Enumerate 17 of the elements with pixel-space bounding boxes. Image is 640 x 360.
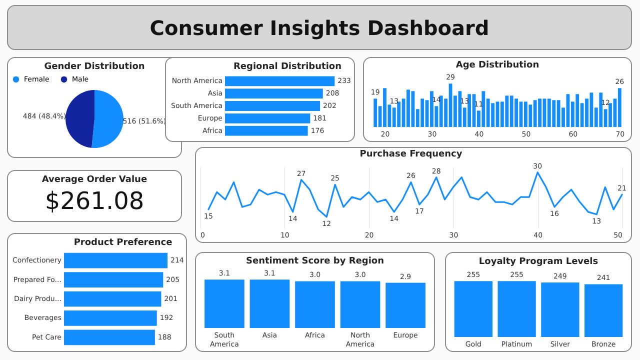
chart-title: Gender Distribution — [44, 62, 145, 72]
text: Average Order Value — [40, 175, 148, 185]
pie-slice — [92, 90, 124, 148]
chart-title: Purchase Frequency — [360, 149, 462, 160]
bar — [225, 113, 310, 124]
bar — [225, 101, 320, 111]
pie-slice — [66, 90, 94, 148]
chart-title: Sentiment Score by Region — [246, 256, 384, 267]
bar — [225, 126, 308, 136]
text: Consumer Insights Dashboard — [150, 16, 490, 40]
chart-title: Regional Distribution — [233, 62, 342, 72]
chart-title: Loyalty Program Levels — [478, 257, 598, 267]
chart-title: Age Distribution — [456, 60, 540, 71]
bar — [225, 76, 335, 86]
text: $261.08 — [44, 187, 146, 215]
bar — [225, 88, 323, 99]
chart-title: Product Preference — [74, 238, 172, 248]
